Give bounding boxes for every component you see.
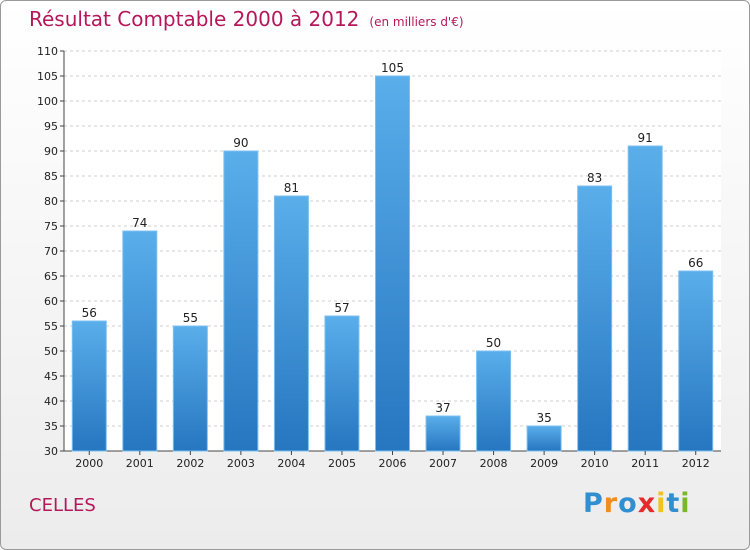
x-tick-label-2001: 2001 (126, 457, 154, 470)
bar-2012 (678, 270, 714, 452)
y-tick-label: 110 (37, 45, 58, 58)
y-tick-label: 60 (44, 295, 58, 308)
y-tick-label: 70 (44, 245, 58, 258)
data-label-2010: 83 (587, 171, 602, 185)
data-label-2002: 55 (183, 311, 198, 325)
logo-letter: i (656, 488, 667, 519)
bar-2007 (425, 415, 461, 452)
x-tick-label-2003: 2003 (227, 457, 255, 470)
y-tick-label: 65 (44, 270, 58, 283)
x-tick-label-2005: 2005 (328, 457, 356, 470)
logo-letter: r (603, 488, 619, 519)
logo-letter: t (666, 488, 681, 519)
x-tick-label-2010: 2010 (581, 457, 609, 470)
x-tick-label-2006: 2006 (379, 457, 407, 470)
chart-title-group: Résultat Comptable 2000 à 2012 (en millie… (29, 7, 464, 31)
y-tick-label: 30 (44, 445, 58, 458)
y-tick-label: 50 (44, 345, 58, 358)
data-label-2011: 91 (638, 131, 653, 145)
bar-2010 (577, 185, 613, 452)
y-tick-label: 95 (44, 120, 58, 133)
x-tick-label-2012: 2012 (682, 457, 710, 470)
bar-2009 (526, 425, 562, 452)
y-tick-label: 80 (44, 195, 58, 208)
bar-2011 (627, 145, 663, 452)
bar-2008 (476, 350, 512, 452)
x-tick-label-2002: 2002 (176, 457, 204, 470)
bar-2000 (71, 320, 107, 452)
bar-2003 (223, 150, 259, 452)
data-label-2012: 66 (688, 256, 703, 270)
y-tick-label: 40 (44, 395, 58, 408)
logo-letter: x (637, 488, 657, 519)
logo-letter: P (583, 488, 604, 519)
chart-title: Résultat Comptable 2000 à 2012 (29, 7, 360, 31)
bar-2005 (324, 315, 360, 452)
chart-subtitle: (en milliers d'€) (369, 15, 464, 29)
data-label-2005: 57 (334, 301, 349, 315)
y-tick-label: 85 (44, 170, 58, 183)
proxiti-logo: Proxiti (583, 488, 691, 519)
logo-letter: i (680, 488, 691, 519)
bar-2004 (273, 195, 309, 452)
bar-2006 (375, 75, 410, 452)
x-tick-label-2004: 2004 (277, 457, 305, 470)
y-tick-label: 105 (37, 70, 58, 83)
y-tick-label: 75 (44, 220, 58, 233)
logo-letter: o (618, 488, 638, 519)
y-tick-label: 45 (44, 370, 58, 383)
data-label-2006: 105 (381, 61, 404, 75)
x-tick-label-2009: 2009 (530, 457, 558, 470)
data-label-2001: 74 (132, 216, 147, 230)
x-tick-label-2011: 2011 (631, 457, 659, 470)
data-label-2004: 81 (284, 181, 299, 195)
bar-2002 (172, 325, 208, 452)
place-name: CELLES (29, 495, 96, 516)
data-label-2000: 56 (82, 306, 97, 320)
y-tick-label: 35 (44, 420, 58, 433)
x-tick-label-2008: 2008 (480, 457, 508, 470)
x-tick-label-2007: 2007 (429, 457, 457, 470)
data-label-2003: 90 (233, 136, 248, 150)
bar-2001 (122, 230, 158, 452)
data-label-2007: 37 (435, 401, 450, 415)
y-tick-label: 55 (44, 320, 58, 333)
y-tick-label: 90 (44, 145, 58, 158)
data-label-2008: 50 (486, 336, 501, 350)
y-tick-label: 100 (37, 95, 58, 108)
data-label-2009: 35 (536, 411, 551, 425)
x-tick-label-2000: 2000 (75, 457, 103, 470)
